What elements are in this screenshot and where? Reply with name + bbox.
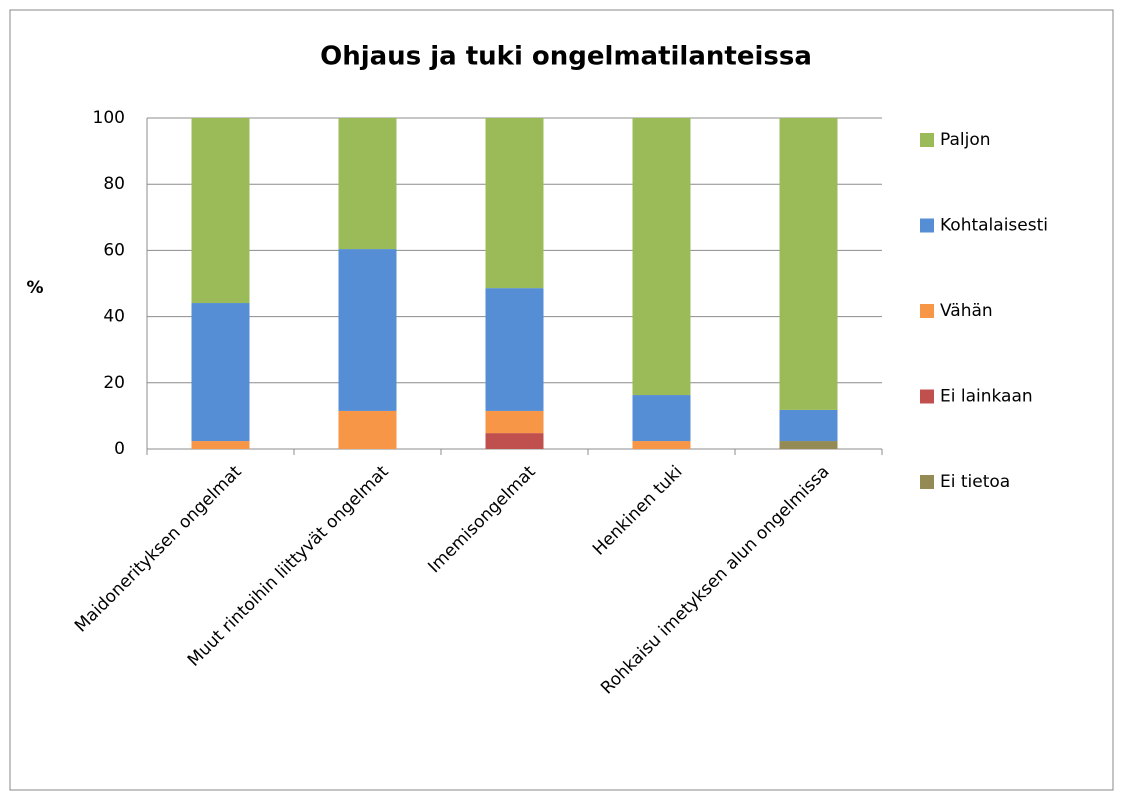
bar-segment (191, 303, 250, 442)
legend-label: Vähän (940, 301, 993, 321)
legend-swatch (920, 304, 934, 318)
legend-swatch (920, 389, 934, 404)
bar-segment (485, 410, 544, 434)
legend-swatch (920, 133, 934, 147)
y-tick-label: 0 (114, 439, 125, 459)
legend-label: Ei lainkaan (940, 387, 1033, 407)
legend-label: Kohtalaisesti (940, 216, 1048, 236)
bar-segment (632, 441, 691, 449)
bar-segment (338, 118, 397, 250)
y-axis-label: % (26, 278, 43, 298)
chart-title: Ohjaus ja tuki ongelmatilanteissa (320, 42, 812, 72)
y-tick-label: 40 (103, 307, 125, 327)
legend-label: Paljon (940, 130, 991, 150)
y-tick-label: 80 (103, 174, 125, 194)
bar-segment (779, 409, 838, 442)
legend-label: Ei tietoa (940, 472, 1010, 492)
bar-segment (779, 441, 838, 449)
bar-segment (485, 433, 544, 449)
bar-segment (191, 118, 250, 304)
bar-segment (485, 118, 544, 289)
legend-swatch (920, 218, 934, 233)
bar-segment (632, 118, 691, 396)
y-tick-label: 60 (103, 240, 125, 260)
bar-segment (191, 441, 250, 449)
bar-segment (338, 410, 397, 449)
bar-segment (632, 395, 691, 442)
y-tick-label: 100 (93, 108, 125, 128)
bar-segment (485, 288, 544, 411)
bar-segment (338, 249, 397, 411)
y-tick-label: 20 (103, 373, 125, 393)
legend-swatch (920, 475, 934, 489)
bar-segment (779, 118, 838, 410)
